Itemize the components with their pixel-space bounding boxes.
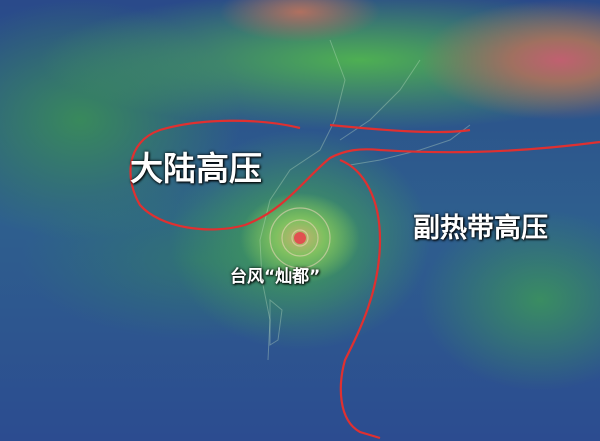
continental-high-boundary bbox=[129, 119, 600, 231]
typhoon-eye bbox=[294, 232, 306, 244]
typhoon-label: 台风“灿都” bbox=[230, 267, 321, 287]
coastlines bbox=[259, 39, 471, 361]
subtropical-high-boundary bbox=[329, 123, 471, 440]
subtropical-high-label: 副热带高压 bbox=[413, 213, 548, 244]
continental-high-label: 大陆高压 bbox=[130, 149, 262, 188]
typhoon-spiral bbox=[269, 207, 331, 269]
